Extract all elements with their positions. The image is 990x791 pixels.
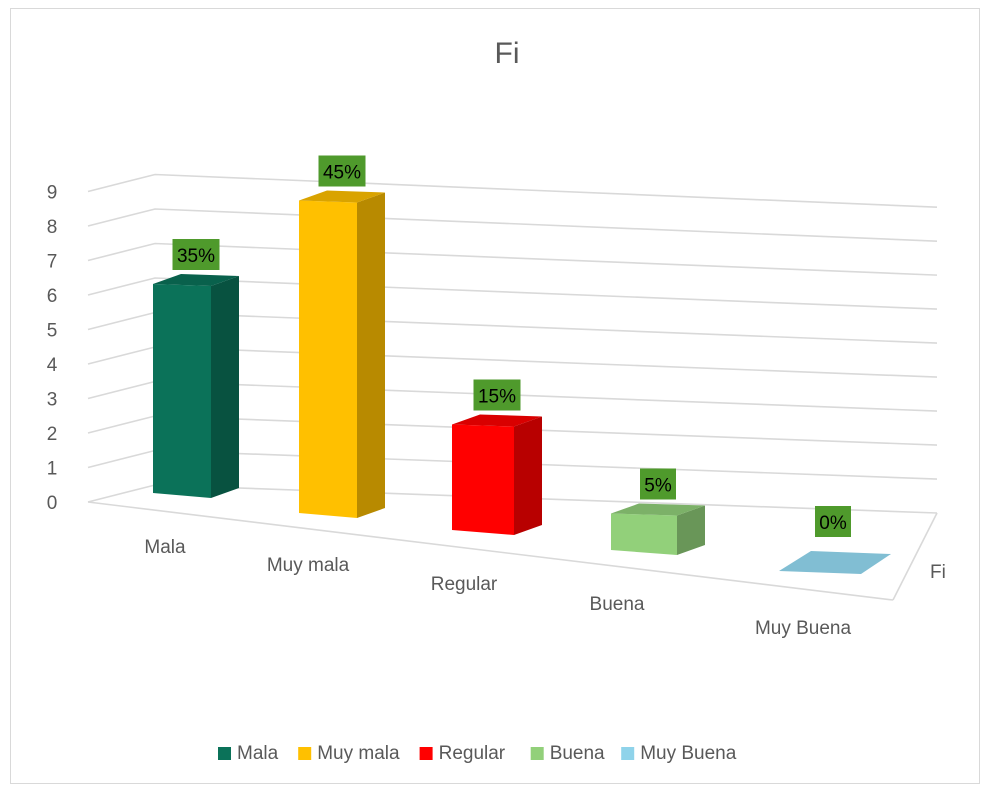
y-tick-label: 7	[47, 252, 58, 273]
y-tick-label: 5	[47, 321, 58, 342]
floor-edge	[87, 501, 894, 601]
bar	[779, 551, 891, 574]
legend: Mala Muy mala Regular Buena Muy Buena	[218, 743, 737, 764]
bars	[153, 190, 891, 574]
gridline	[87, 173, 938, 208]
legend-item: Mala	[218, 743, 279, 764]
gridline	[87, 277, 938, 310]
bar	[611, 503, 705, 555]
legend-label: Mala	[237, 743, 279, 764]
legend-swatch	[218, 747, 231, 760]
svg-text:35%: 35%	[177, 246, 215, 267]
data-labels: 35% 45% 15% 5% 0%	[172, 155, 851, 537]
legend-label: Muy Buena	[640, 743, 737, 764]
legend-label: Muy mala	[317, 743, 400, 764]
floor-edge	[892, 512, 938, 601]
bar	[153, 274, 239, 498]
gridlines	[87, 173, 938, 601]
depth-axis-label: Fi	[930, 562, 946, 583]
y-tick-label: 9	[47, 183, 58, 204]
legend-swatch	[530, 747, 544, 760]
category-label: Regular	[431, 574, 498, 595]
data-label: 35%	[172, 239, 220, 270]
category-label: Buena	[590, 594, 645, 615]
category-label: Muy mala	[267, 555, 350, 576]
y-tick-label: 6	[47, 286, 58, 307]
legend-swatch	[621, 747, 635, 760]
category-labels: Mala Muy mala Regular Buena Muy Buena	[144, 537, 851, 639]
y-tick-label: 0	[47, 493, 58, 514]
y-tick-label: 1	[47, 459, 58, 480]
data-label: 0%	[815, 506, 851, 537]
bar	[299, 190, 385, 518]
y-tick-labels: 0 1 2 3 4 5 6 7 8 9	[47, 183, 58, 515]
svg-text:5%: 5%	[644, 476, 672, 497]
category-label: Muy Buena	[755, 618, 852, 639]
legend-item: Muy Buena	[621, 743, 737, 764]
chart-title: Fi	[495, 37, 520, 70]
svg-text:0%: 0%	[819, 513, 847, 534]
legend-label: Regular	[439, 743, 506, 764]
data-label: 15%	[473, 379, 521, 411]
y-tick-label: 2	[47, 424, 58, 445]
y-tick-label: 8	[47, 217, 58, 238]
bar	[452, 414, 542, 535]
legend-swatch	[419, 747, 433, 760]
legend-item: Regular	[419, 743, 506, 764]
gridline	[87, 242, 938, 276]
gridline	[87, 208, 938, 242]
legend-item: Buena	[530, 743, 605, 764]
y-tick-label: 4	[47, 355, 58, 376]
legend-label: Buena	[550, 743, 605, 764]
svg-text:15%: 15%	[478, 387, 516, 408]
legend-swatch	[298, 747, 312, 760]
svg-text:45%: 45%	[323, 163, 361, 184]
data-label: 45%	[318, 155, 366, 187]
category-label: Mala	[144, 537, 186, 558]
legend-item: Muy mala	[298, 743, 400, 764]
data-label: 5%	[640, 468, 676, 500]
y-tick-label: 3	[47, 390, 58, 411]
